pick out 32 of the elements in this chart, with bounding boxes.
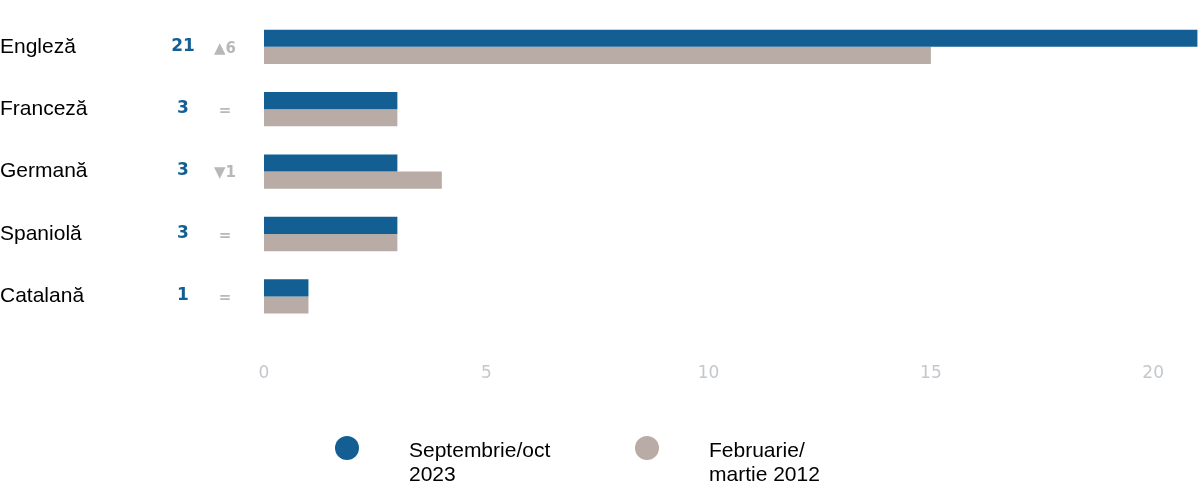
text: ▲6 <box>214 38 236 57</box>
y-tick-label: Germană <box>0 158 88 182</box>
text: = <box>218 225 232 244</box>
bar <box>264 29 1198 47</box>
data-label: 1 <box>177 284 189 305</box>
data-label: 21 <box>171 34 195 55</box>
y-tick-label: Franceză <box>0 96 88 119</box>
x-tick-label: 5 <box>480 362 492 383</box>
legend-label: Septembrie/oct 2023 <box>409 438 552 486</box>
y-tick-label: Spaniolă <box>0 220 83 244</box>
y-tick-label: Engleză <box>0 33 77 57</box>
text: = <box>218 101 232 120</box>
x-tick-label: 15 <box>920 362 942 383</box>
data-label: 3 <box>177 97 189 118</box>
bar <box>264 279 309 297</box>
x-tick-label: 0 <box>258 362 270 383</box>
data-label: 3 <box>177 159 189 180</box>
bar <box>264 216 398 234</box>
bar <box>264 296 309 314</box>
bar <box>264 171 442 189</box>
y-tick-label: Catalană <box>0 283 85 307</box>
data-label: 3 <box>177 221 189 242</box>
bar <box>264 234 398 252</box>
bar <box>264 46 931 64</box>
bar <box>264 109 398 127</box>
bar <box>264 154 398 172</box>
legend-label: Februarie/ martie 2012 <box>709 438 821 486</box>
text: = <box>218 288 232 307</box>
bar <box>264 92 398 110</box>
text: ▼1 <box>214 163 236 182</box>
x-tick-label: 20 <box>1142 362 1164 383</box>
x-tick-label: 10 <box>697 362 720 383</box>
